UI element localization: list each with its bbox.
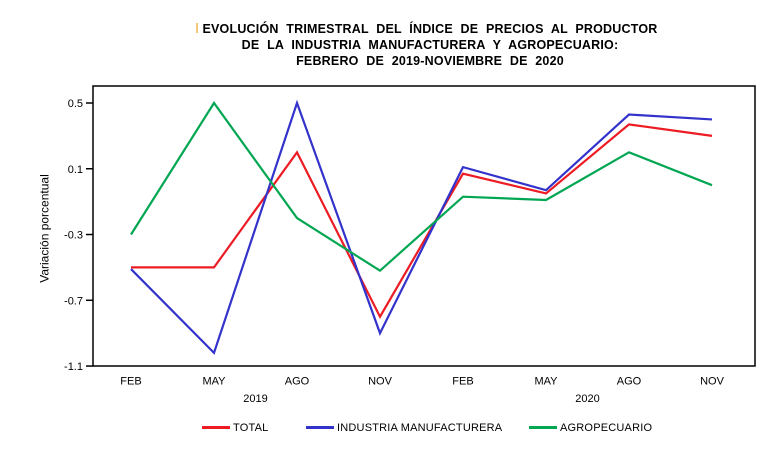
legend-line-agropecuario <box>529 426 557 429</box>
x-tick-label: MAY <box>202 376 226 388</box>
plot-frame <box>92 85 756 367</box>
legend-label-total: TOTAL <box>233 421 269 434</box>
series-line-industria-manufacturera <box>130 99 713 355</box>
x-tick-label: MAY <box>534 376 558 388</box>
legend-label-agropecuario: AGROPECUARIO <box>560 421 653 434</box>
legend-item-total: TOTAL <box>202 421 268 434</box>
y-tick-label: -1.1 <box>64 361 83 373</box>
x-tick-label: AGO <box>285 376 310 388</box>
legend-line-total <box>202 426 230 429</box>
legend-item-agropecuario: AGROPECUARIO <box>529 421 652 434</box>
series-line-total <box>131 123 713 320</box>
year-label: 2020 <box>575 393 599 405</box>
x-tick-label: AGO <box>617 376 642 388</box>
title-line-3: FEBRERO DE 2019-NOVIEMBRE DE 2020 <box>296 54 564 68</box>
y-tick-label: -0.3 <box>64 230 83 242</box>
y-tick-label: -0.7 <box>64 295 83 307</box>
year-label: 2019 <box>243 393 267 405</box>
legend-line-industria-manufacturera <box>306 426 334 429</box>
chart-title: EVOLUCIÓN TRIMESTRAL DEL ÍNDICE DE PRECI… <box>100 21 760 69</box>
x-tick-label: FEB <box>120 376 141 388</box>
series-line-agropecuario <box>130 101 713 273</box>
x-tick-label: NOV <box>700 376 725 388</box>
x-tick-label: FEB <box>452 376 473 388</box>
title-line-2: DE LA INDUSTRIA MANUFACTURERA Y AGROPECU… <box>241 38 619 52</box>
title-line-1: EVOLUCIÓN TRIMESTRAL DEL ÍNDICE DE PRECI… <box>202 22 658 36</box>
legend-label-industria-manufacturera: INDUSTRIA MANUFACTURERA <box>337 421 503 434</box>
legend-item-industria-manufacturera: INDUSTRIA MANUFACTURERA <box>306 421 502 434</box>
legend: TOTAL INDUSTRIA MANUFACTURERA AGROPECUAR… <box>0 421 778 435</box>
y-tick-label: 0.1 <box>68 164 83 176</box>
cursor-artifact <box>196 23 198 33</box>
y-tick-label: 0.5 <box>68 98 83 110</box>
x-tick-label: NOV <box>368 376 393 388</box>
